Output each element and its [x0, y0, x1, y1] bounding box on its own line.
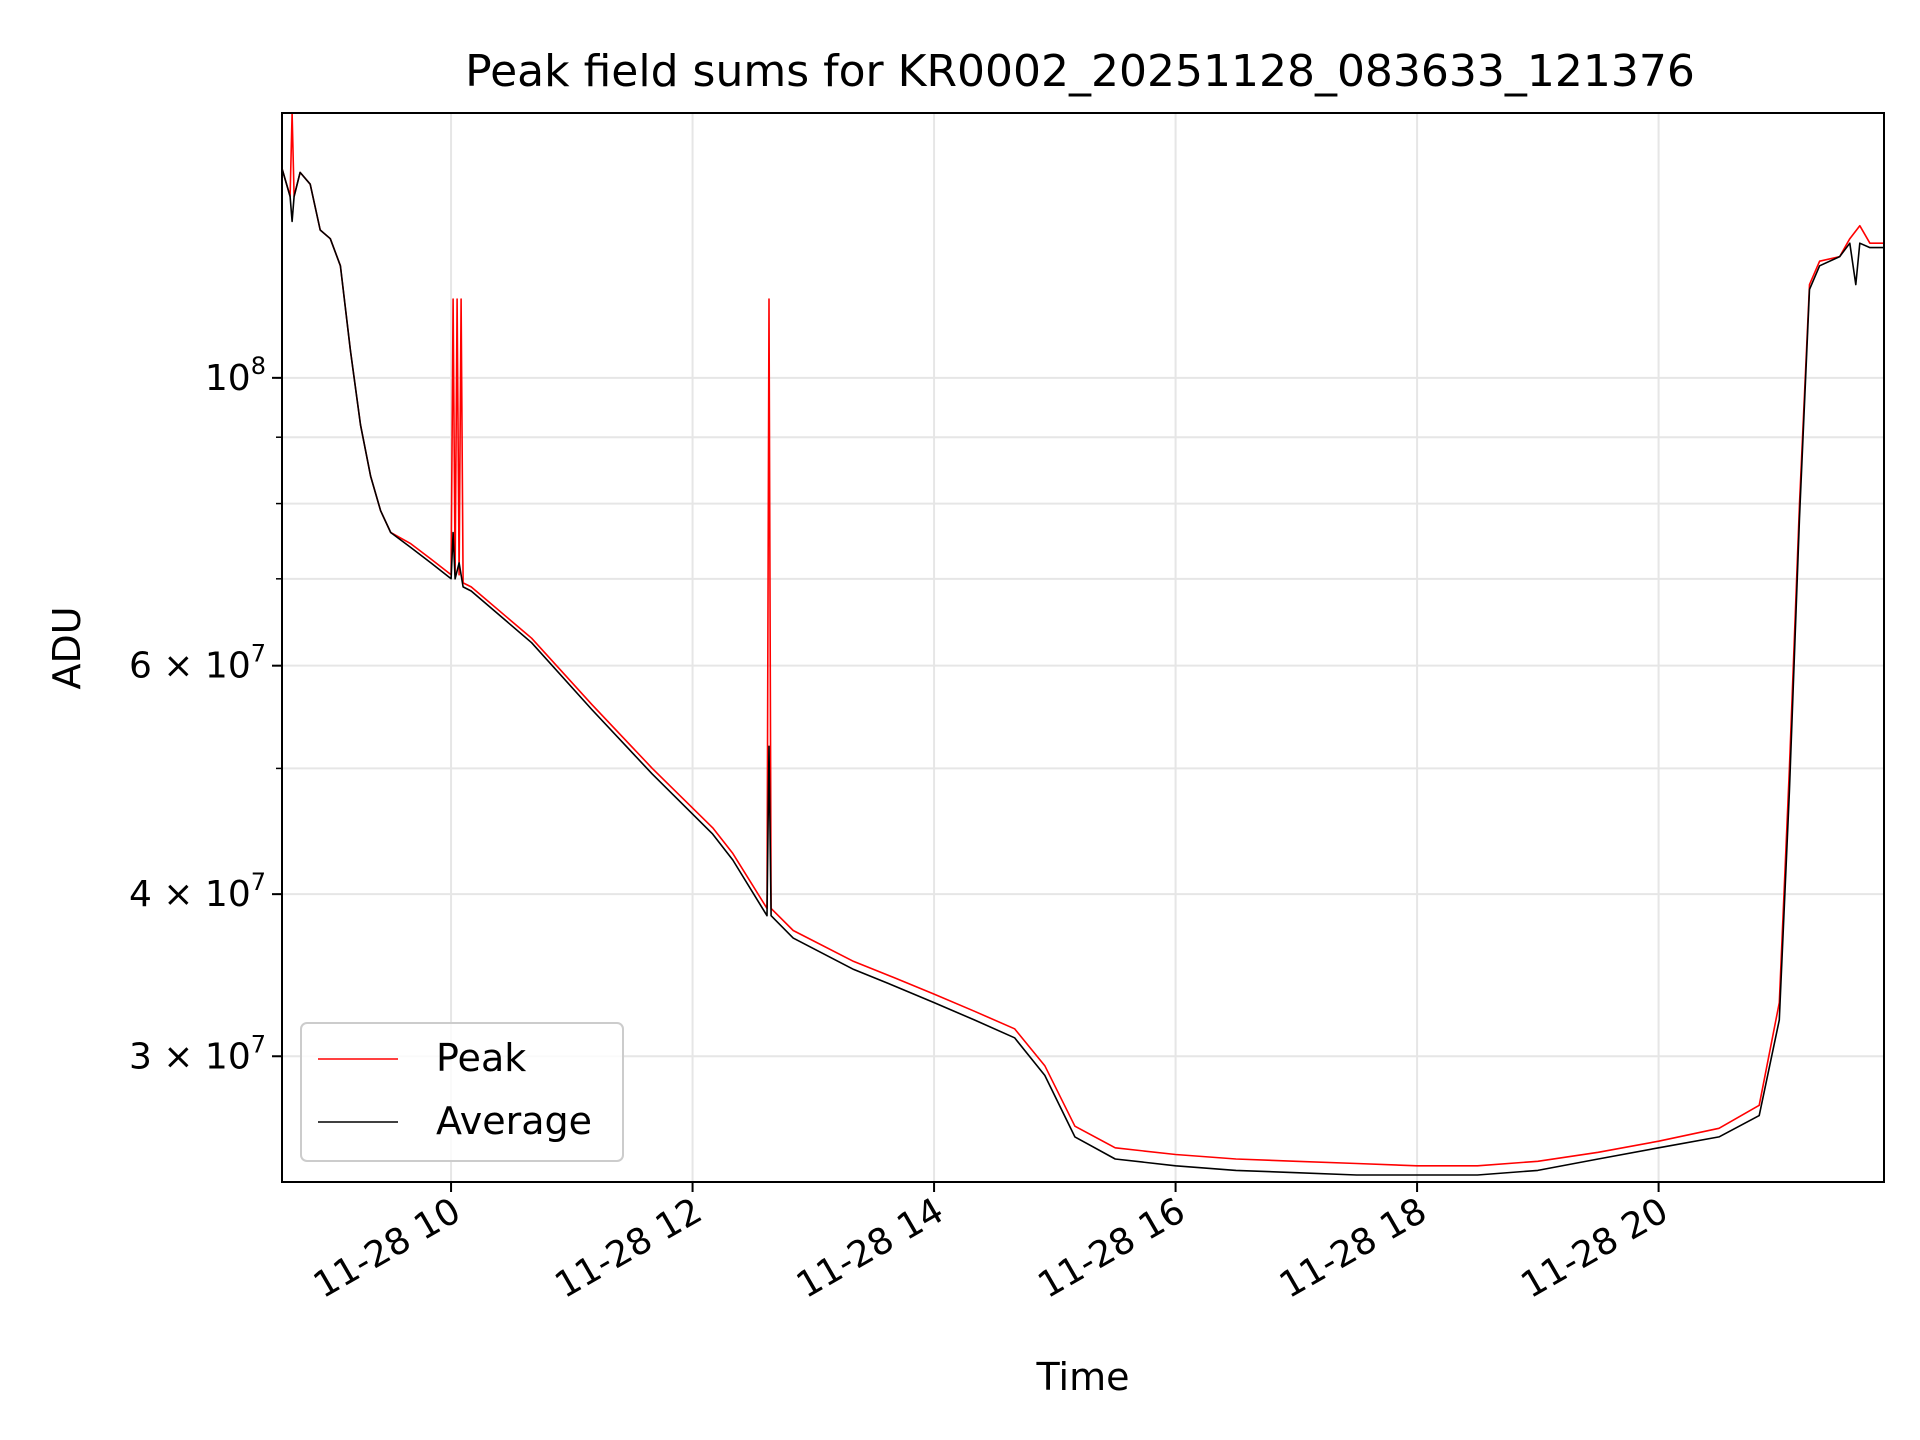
legend-box: [300, 1022, 624, 1162]
x-axis-title: Time: [1036, 1355, 1130, 1399]
plot-frame: [281, 112, 1885, 1183]
series-line-average: [281, 168, 1884, 1176]
series-layer: [281, 112, 1884, 1176]
legend: Peak Average: [300, 1022, 624, 1162]
legend-label-average: Average: [436, 1099, 592, 1143]
y-tick-label: 3 × 107: [129, 1030, 266, 1077]
y-tick-label: 4 × 107: [129, 868, 266, 915]
legend-label-peak: Peak: [436, 1036, 526, 1080]
y-tick-label: 108: [205, 352, 266, 399]
y-axis-title: ADU: [45, 606, 89, 689]
grid: [282, 113, 1884, 1182]
y-tick-label: 6 × 107: [129, 640, 266, 687]
chart-title: Peak field sums for KR0002_20251128_0836…: [465, 46, 1695, 97]
